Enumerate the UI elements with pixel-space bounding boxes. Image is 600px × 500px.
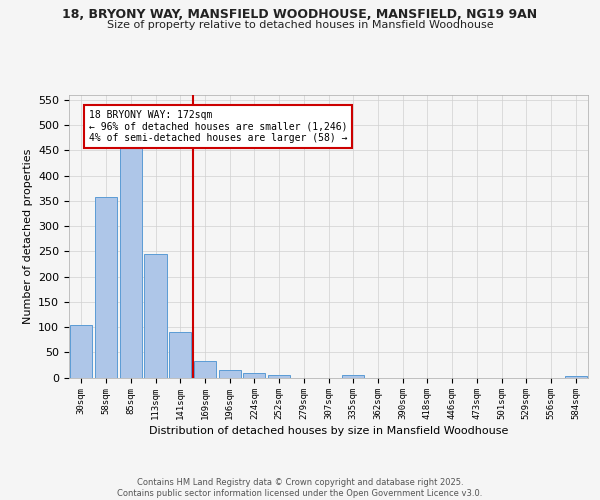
- Bar: [95, 198, 117, 378]
- Bar: [70, 324, 92, 378]
- Text: 18 BRYONY WAY: 172sqm
← 96% of detached houses are smaller (1,246)
4% of semi-de: 18 BRYONY WAY: 172sqm ← 96% of detached …: [89, 110, 347, 144]
- Bar: [268, 376, 290, 378]
- Bar: [218, 370, 241, 378]
- Bar: [565, 376, 587, 378]
- Bar: [119, 148, 142, 378]
- Y-axis label: Number of detached properties: Number of detached properties: [23, 148, 32, 324]
- Bar: [169, 332, 191, 378]
- Text: 18, BRYONY WAY, MANSFIELD WOODHOUSE, MANSFIELD, NG19 9AN: 18, BRYONY WAY, MANSFIELD WOODHOUSE, MAN…: [62, 8, 538, 20]
- Bar: [243, 373, 265, 378]
- Bar: [194, 362, 216, 378]
- Text: Size of property relative to detached houses in Mansfield Woodhouse: Size of property relative to detached ho…: [107, 20, 493, 30]
- Bar: [145, 254, 167, 378]
- X-axis label: Distribution of detached houses by size in Mansfield Woodhouse: Distribution of detached houses by size …: [149, 426, 508, 436]
- Text: Contains HM Land Registry data © Crown copyright and database right 2025.
Contai: Contains HM Land Registry data © Crown c…: [118, 478, 482, 498]
- Bar: [342, 375, 364, 378]
